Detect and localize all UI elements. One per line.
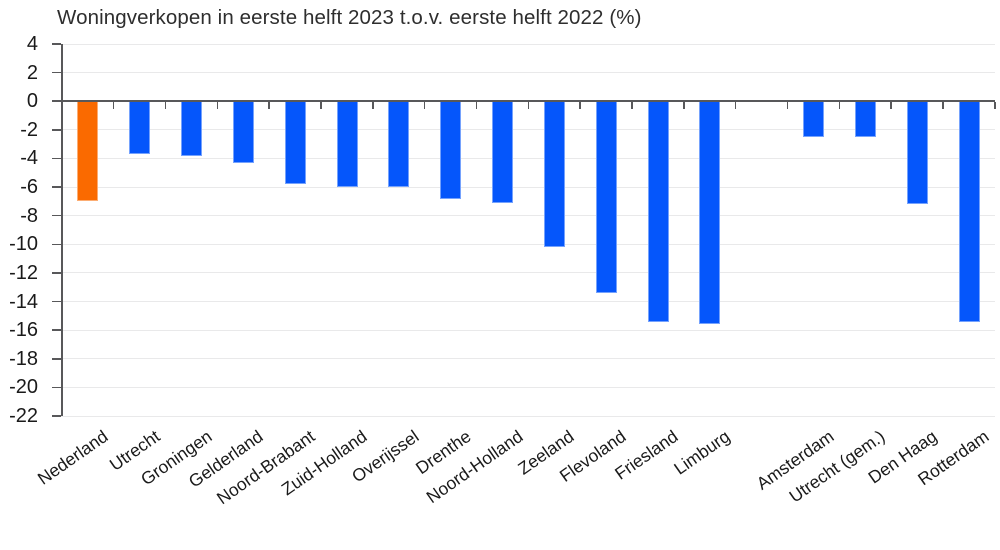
bar-nederland	[77, 101, 99, 202]
x-axis-tick	[734, 102, 737, 110]
y-axis-tick-label: -14	[9, 290, 38, 313]
y-axis-tick	[52, 129, 61, 131]
gridline	[62, 43, 995, 45]
bar-overijssel	[388, 101, 410, 188]
gridline	[62, 272, 995, 274]
x-axis-tick	[683, 102, 685, 110]
y-axis-tick	[52, 415, 61, 417]
bar-den-haag	[906, 101, 928, 205]
y-axis-tick	[52, 358, 61, 360]
x-axis-tick	[994, 102, 996, 110]
y-axis-tick-label: -8	[20, 204, 38, 227]
x-axis-label-limburg: Limburg	[670, 426, 734, 479]
y-axis-tick-label: -16	[9, 319, 38, 342]
y-axis-tick	[52, 43, 61, 45]
chart-title: Woningverkopen in eerste helft 2023 t.o.…	[57, 6, 642, 29]
x-axis-zero-line	[62, 100, 995, 103]
gridline	[62, 215, 995, 217]
plot-area	[52, 43, 996, 417]
bar-flevoland	[595, 101, 617, 293]
bar-zeeland	[543, 101, 565, 248]
gridline	[62, 157, 995, 159]
x-axis-tick	[631, 102, 633, 110]
y-axis-tick-label: -18	[9, 347, 38, 370]
gridline	[53, 415, 995, 417]
y-axis-tick	[52, 329, 61, 331]
x-axis-label-nederland: Nederland	[33, 426, 112, 489]
y-axis-tick-label: 4	[26, 33, 38, 55]
bar-gelderland	[232, 101, 254, 163]
y-axis-tick	[52, 214, 61, 217]
y-axis-tick-label: -2	[20, 118, 38, 141]
x-axis-tick	[164, 102, 167, 110]
x-axis-tick	[579, 102, 581, 110]
bar-groningen	[181, 101, 203, 156]
y-axis-tick	[52, 157, 61, 160]
x-axis-tick	[372, 102, 374, 110]
y-axis-tick	[52, 300, 61, 303]
bar-noord-holland	[492, 101, 514, 203]
x-axis-tick	[320, 102, 322, 110]
y-axis-tick-label: -4	[20, 147, 38, 170]
y-axis-tick-label: -22	[9, 405, 38, 427]
x-axis-tick	[112, 102, 115, 110]
bar-utrecht-gem	[854, 101, 876, 137]
y-axis-line	[61, 44, 63, 416]
y-axis-tick-label: -12	[9, 261, 38, 284]
bar-amsterdam	[803, 101, 825, 137]
y-axis-tick	[52, 71, 61, 74]
y-axis-tick-label: 2	[26, 61, 38, 84]
x-axis-tick	[216, 102, 218, 110]
y-axis-tick	[52, 272, 61, 274]
gridline	[62, 301, 995, 303]
gridline	[62, 243, 995, 245]
x-axis-tick	[268, 102, 270, 110]
y-axis-tick-label: -20	[9, 376, 38, 399]
x-axis-tick	[838, 102, 840, 110]
gridline	[62, 329, 995, 331]
bar-utrecht	[129, 101, 151, 155]
x-axis-tick	[942, 102, 944, 110]
gridline	[62, 129, 995, 131]
bar-limburg	[699, 101, 721, 325]
bar-drenthe	[440, 101, 462, 199]
bar-noord-brabant	[284, 101, 306, 185]
bar-rotterdam	[958, 101, 980, 322]
y-axis-tick	[52, 243, 61, 246]
x-axis-tick	[786, 102, 789, 110]
x-axis-tick	[527, 102, 529, 110]
y-axis-tick	[52, 386, 61, 389]
y-axis-tick	[52, 186, 61, 188]
bar-zuid-holland	[336, 101, 358, 188]
gridline	[62, 72, 995, 74]
x-axis-tick	[475, 102, 478, 110]
x-axis-tick	[423, 102, 426, 110]
y-axis-tick	[52, 100, 61, 102]
gridline	[62, 186, 995, 188]
gridline	[62, 386, 995, 388]
y-axis-tick-label: 0	[26, 90, 38, 113]
gridline	[62, 358, 995, 360]
y-axis-tick-label: -6	[20, 176, 38, 199]
bar-friesland	[647, 101, 669, 322]
y-axis-tick-label: -10	[9, 233, 38, 256]
x-axis-tick	[890, 102, 892, 110]
